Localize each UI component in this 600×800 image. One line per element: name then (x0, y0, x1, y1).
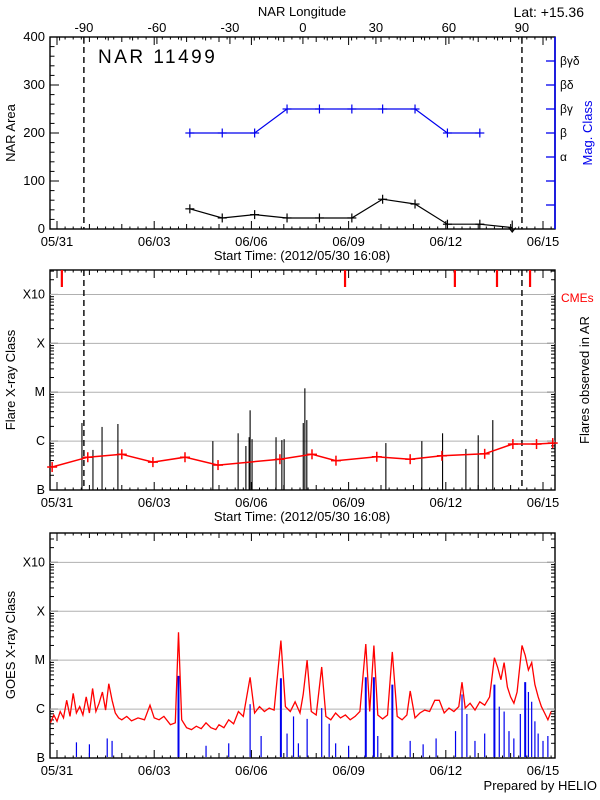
area-panel-plot-items: -90 -60 -30 0 30 60 90 05/31 06/03 06/06 06/09 06/1… (23, 20, 580, 249)
svg-text:06/06: 06/06 (235, 763, 268, 778)
svg-text:X10: X10 (23, 287, 45, 301)
svg-text:06/03: 06/03 (138, 234, 171, 249)
svg-text:M: M (35, 653, 45, 667)
flares-in-ar-axis-title: Flares observed in AR (577, 316, 592, 444)
svg-text:06/03: 06/03 (138, 495, 171, 510)
svg-text:300: 300 (23, 77, 45, 92)
svg-text:-30: -30 (221, 20, 240, 35)
svg-text:C: C (36, 702, 45, 716)
svg-text:06/15: 06/15 (527, 495, 560, 510)
svg-text:06/09: 06/09 (332, 234, 365, 249)
svg-text:30: 30 (369, 20, 383, 35)
svg-text:βδ: βδ (560, 78, 574, 92)
svg-text:200: 200 (23, 125, 45, 140)
svg-text:X10: X10 (23, 555, 45, 569)
svg-text:B: B (37, 483, 45, 497)
svg-text:06/15: 06/15 (527, 234, 560, 249)
mag-class-axis-title: Mag. Class (580, 100, 595, 166)
area-y-axis-title: NAR Area (3, 103, 18, 162)
svg-text:400: 400 (23, 29, 45, 44)
svg-text:60: 60 (442, 20, 456, 35)
goes-panel-frame (49, 532, 556, 759)
svg-text:X: X (37, 604, 46, 618)
svg-text:06/12: 06/12 (430, 763, 463, 778)
svg-text:06/09: 06/09 (332, 495, 365, 510)
svg-text:06/12: 06/12 (430, 495, 463, 510)
goes-y-axis-title: GOES X-ray Class (3, 590, 18, 699)
flare-panel-plot-items: B C M X X10 05/31 06/03 06/06 06/09 06/12 06/15 (23, 270, 560, 510)
latitude-label: Lat: +15.36 (514, 4, 585, 20)
svg-text:M: M (35, 385, 45, 399)
svg-text:-60: -60 (148, 20, 167, 35)
svg-text:05/31: 05/31 (41, 495, 74, 510)
svg-text:100: 100 (23, 173, 45, 188)
svg-text:β: β (560, 126, 567, 140)
panel-goes: B C M X X10 05/31 06/03 06/06 06/09 06/12 06/15 GO… (3, 532, 597, 793)
svg-text:06/03: 06/03 (138, 763, 171, 778)
svg-text:06/06: 06/06 (235, 234, 268, 249)
flare-panel-frame (49, 269, 556, 491)
svg-text:C: C (36, 434, 45, 448)
panel-area: NAR Longitude Lat: +15.36 -90 -60 -30 0 30 60… (3, 4, 595, 263)
svg-text:βγδ: βγδ (560, 54, 580, 68)
svg-text:βγ: βγ (560, 102, 573, 116)
credit-label: Prepared by HELIO (484, 778, 597, 793)
svg-text:06/06: 06/06 (235, 495, 268, 510)
svg-text:06/15: 06/15 (527, 763, 560, 778)
panel-flares: B C M X X10 05/31 06/03 06/06 06/09 06/12 06/15 Fl… (3, 269, 594, 524)
svg-text:-90: -90 (75, 20, 94, 35)
goes-panel-plot-items: B C M X X10 05/31 06/03 06/06 06/09 06/12 06/15 (23, 533, 560, 778)
svg-text:06/09: 06/09 (332, 763, 365, 778)
svg-text:X: X (37, 336, 46, 350)
svg-text:06/12: 06/12 (430, 234, 463, 249)
svg-text:α: α (560, 150, 567, 164)
svg-text:05/31: 05/31 (41, 234, 74, 249)
start-time-axis-title-2: Start Time: (2012/05/30 16:08) (214, 509, 390, 524)
flare-y-axis-title: Flare X-ray Class (3, 329, 18, 430)
svg-text:0: 0 (38, 221, 45, 236)
svg-text:05/31: 05/31 (41, 763, 74, 778)
svg-text:B: B (37, 751, 45, 765)
longitude-axis-title: NAR Longitude (258, 4, 346, 19)
start-time-axis-title-1: Start Time: (2012/05/30 16:08) (214, 248, 390, 263)
svg-text:0: 0 (299, 20, 306, 35)
cmes-label: CMEs (561, 291, 594, 305)
region-title: NAR 11499 (98, 47, 217, 68)
svg-text:90: 90 (515, 20, 529, 35)
